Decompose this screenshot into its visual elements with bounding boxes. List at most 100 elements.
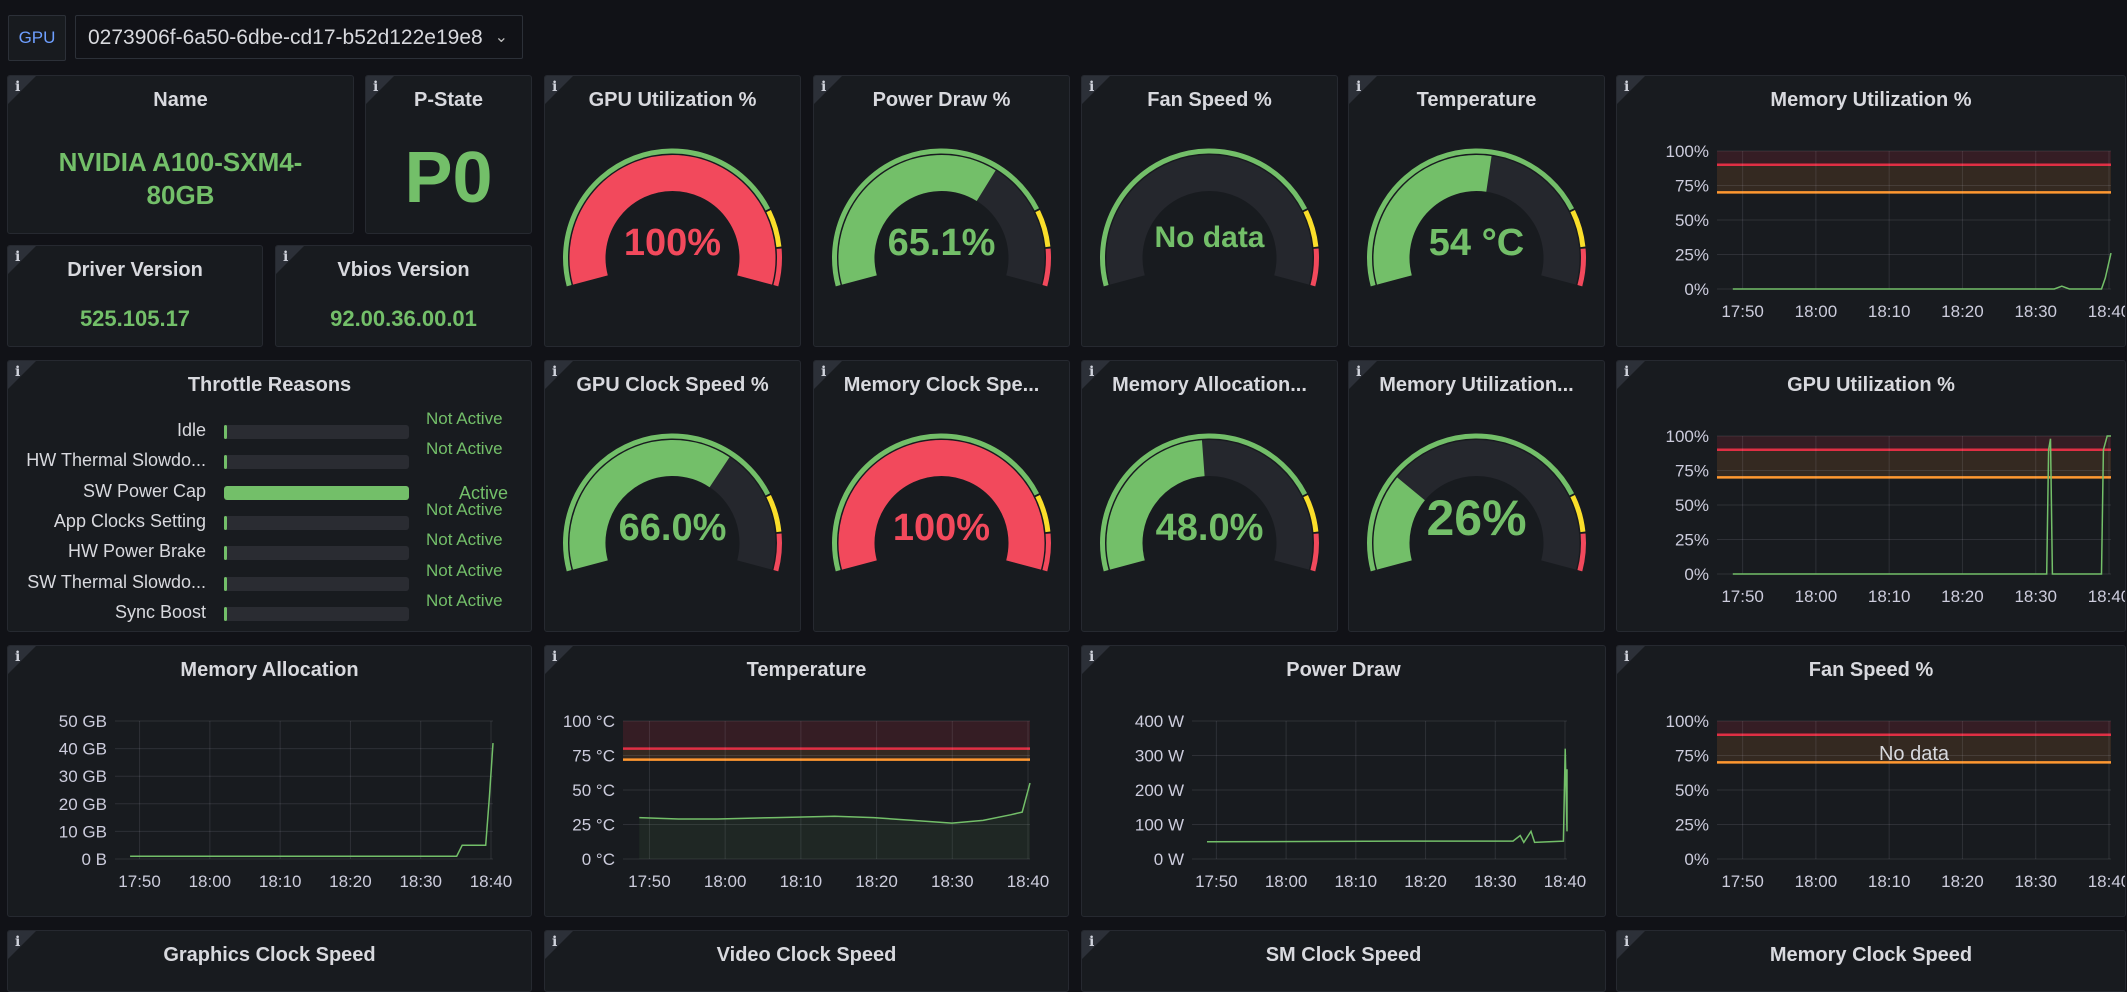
y-tick-label: 75%: [1675, 747, 1709, 766]
info-icon[interactable]: i: [821, 364, 827, 380]
clock-speed-panel: i Memory Clock Speed: [1616, 930, 2126, 992]
x-tick-label: 17:50: [1721, 302, 1764, 321]
x-tick-label: 18:30: [1474, 872, 1517, 891]
info-icon[interactable]: i: [15, 934, 21, 950]
x-tick-label: 17:50: [628, 872, 671, 891]
gauge-value: 65.1%: [887, 222, 996, 264]
gauge-chart: [1367, 433, 1586, 572]
graph-memory-allocation: i Memory Allocation 50 GB 40 GB 30 GB 20 GB 10…: [7, 645, 532, 917]
vbios-version-value: 92.00.36.00.01: [330, 306, 477, 331]
info-icon[interactable]: i: [1356, 79, 1362, 95]
info-icon[interactable]: i: [552, 79, 558, 95]
series-area: [639, 783, 1030, 859]
threshold-ring-red: [1577, 533, 1586, 572]
threshold-red-region: [1717, 721, 2111, 735]
info-icon[interactable]: i: [1089, 364, 1095, 380]
gauge-value: 100%: [892, 507, 991, 549]
gauge-panel: i Memory Clock Spe... 100%: [813, 360, 1070, 632]
panel-title: Memory Clock Spe...: [843, 374, 1040, 396]
y-tick-label: 0 °C: [582, 850, 615, 869]
panel-title: Memory Allocation...: [1112, 374, 1307, 396]
throttle-row: App Clocks Setting Not Active: [8, 502, 531, 538]
info-icon[interactable]: i: [15, 79, 21, 95]
throttle-bar-fill: [224, 455, 227, 470]
y-tick-label: 25%: [1675, 816, 1709, 835]
x-tick-label: 17:50: [1195, 872, 1238, 891]
threshold-ring-yellow: [1303, 209, 1319, 248]
info-icon[interactable]: i: [1624, 649, 1630, 665]
x-tick-label: 18:20: [1941, 587, 1984, 606]
y-tick-label: 40 GB: [59, 740, 107, 759]
gauge-panel: i GPU Utilization % 100%: [544, 75, 801, 347]
info-icon[interactable]: i: [15, 649, 21, 665]
info-icon[interactable]: i: [552, 364, 558, 380]
info-icon[interactable]: i: [552, 649, 558, 665]
throttle-status: Not Active: [426, 441, 503, 459]
info-icon[interactable]: i: [373, 79, 379, 95]
graph-chart: 400 W 300 W 200 W 100 W 0 W 17:50 18:00 18:10 18…: [1135, 712, 1586, 891]
gauge-panel: i Power Draw % 65.1%: [813, 75, 1070, 347]
threshold-ring-red: [1042, 248, 1051, 287]
x-tick-label: 18:30: [931, 872, 974, 891]
threshold-ring-red: [1042, 533, 1051, 572]
threshold-ring-green: [1367, 433, 1575, 572]
y-tick-label: 75%: [1675, 177, 1709, 196]
panel-name: i Name NVIDIA A100-SXM4-80GB: [7, 75, 354, 234]
throttle-row: HW Thermal Slowdo... Not Active: [8, 441, 531, 477]
threshold-ring-green: [563, 148, 771, 287]
gpu-name-value: NVIDIA A100-SXM4-80GB: [58, 147, 303, 210]
y-tick-label: 25%: [1675, 246, 1709, 265]
throttle-bar: [224, 606, 409, 621]
info-icon[interactable]: i: [1089, 934, 1095, 950]
threshold-orange-region: [623, 748, 1030, 760]
panel-title: Driver Version: [67, 259, 203, 281]
gauge-chart: [1100, 148, 1319, 287]
x-tick-label: 18:10: [259, 872, 302, 891]
info-icon[interactable]: i: [1624, 364, 1630, 380]
info-icon[interactable]: i: [1356, 364, 1362, 380]
panel-title: Throttle Reasons: [187, 374, 352, 396]
info-icon[interactable]: i: [1089, 79, 1095, 95]
info-icon[interactable]: i: [15, 364, 21, 380]
x-tick-label: 18:10: [780, 872, 823, 891]
info-icon[interactable]: i: [552, 934, 558, 950]
panel-title: Fan Speed %: [1147, 89, 1272, 111]
y-tick-label: 100 W: [1135, 816, 1184, 835]
x-tick-label: 18:00: [704, 872, 747, 891]
gpu-variable-select[interactable]: 0273906f-6a50-6dbe-cd17-b52d122e19e8 ⌄: [75, 15, 523, 59]
gauge-chart: [1100, 433, 1319, 572]
chevron-down-icon: ⌄: [494, 29, 508, 46]
info-icon[interactable]: i: [821, 79, 827, 95]
gauge-value-arc: [1373, 155, 1492, 285]
x-tick-label: 18:40: [2088, 302, 2125, 321]
panel-vbios-version: i Vbios Version 92.00.36.00.01: [275, 245, 532, 347]
info-icon[interactable]: i: [1624, 934, 1630, 950]
x-tick-label: 18:00: [1795, 302, 1838, 321]
panel-title: GPU Utilization %: [588, 89, 757, 111]
info-icon[interactable]: i: [283, 249, 289, 265]
info-icon[interactable]: i: [1089, 649, 1095, 665]
gauge-value: 54 °C: [1428, 222, 1525, 264]
threshold-orange-region: [1717, 734, 2111, 763]
throttle-status: Active: [459, 483, 509, 503]
y-tick-label: 50 GB: [59, 712, 107, 731]
x-tick-label: 18:20: [855, 872, 898, 891]
x-tick-label: 18:00: [1795, 872, 1838, 891]
y-tick-label: 20 GB: [59, 795, 107, 814]
threshold-red-region: [623, 721, 1030, 749]
info-icon[interactable]: i: [15, 249, 21, 265]
throttle-label: Sync Boost: [114, 601, 206, 622]
gauge-value-arc: [1106, 440, 1206, 570]
graph-fan-speed: i Fan Speed % 100% 75% 50% 25% 0% 17:50 18:00 18:…: [1616, 645, 2126, 917]
x-tick-label: 17:50: [1721, 587, 1764, 606]
throttle-label: SW Power Cap: [82, 480, 206, 501]
y-tick-label: 100%: [1666, 142, 1709, 161]
x-tick-label: 18:20: [1404, 872, 1447, 891]
info-icon[interactable]: i: [1624, 79, 1630, 95]
threshold-ring-yellow: [1035, 209, 1051, 248]
gauge-track: [1106, 155, 1313, 285]
throttle-label: App Clocks Setting: [53, 510, 206, 531]
panel-title: GPU Utilization %: [1787, 374, 1955, 396]
panel-title: Vbios Version: [337, 259, 470, 281]
y-tick-label: 30 GB: [59, 767, 107, 786]
